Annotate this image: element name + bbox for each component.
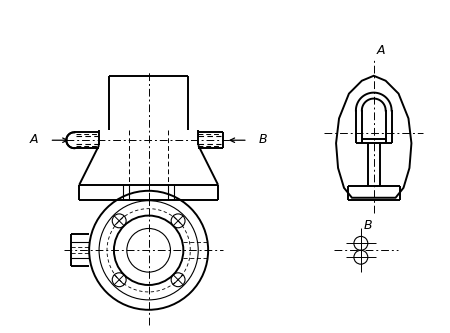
Text: $B$: $B$ bbox=[363, 219, 373, 232]
Text: $A$: $A$ bbox=[29, 133, 40, 146]
Text: $A$: $A$ bbox=[376, 44, 386, 57]
Text: $B$: $B$ bbox=[258, 133, 268, 146]
